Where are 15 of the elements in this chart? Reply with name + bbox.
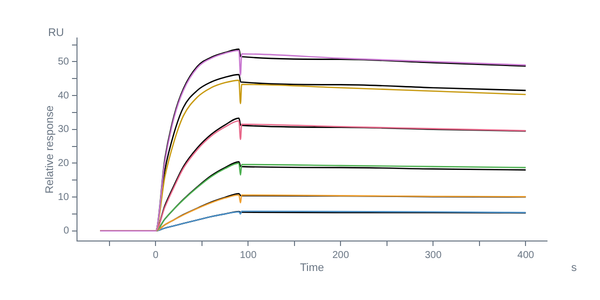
x-tick-label: 400	[517, 250, 534, 261]
x-tick-label: 200	[332, 250, 350, 261]
y-tick-label: 50	[58, 56, 70, 68]
x-axis-title: Time	[300, 262, 324, 274]
y-axis-title: Relative response	[44, 105, 56, 194]
y-tick-label: 20	[58, 158, 70, 169]
x-tick-label: 300	[424, 250, 442, 261]
x-tick-label: 0	[152, 250, 159, 261]
y-tick-label: 40	[58, 90, 70, 102]
y-tick-label: 10	[58, 192, 70, 203]
y-tick-label: 30	[58, 124, 70, 136]
text: s	[571, 262, 578, 274]
x-tick-label: 100	[240, 250, 257, 261]
text: RU	[48, 27, 64, 40]
y-tick-label: 0	[63, 226, 70, 237]
